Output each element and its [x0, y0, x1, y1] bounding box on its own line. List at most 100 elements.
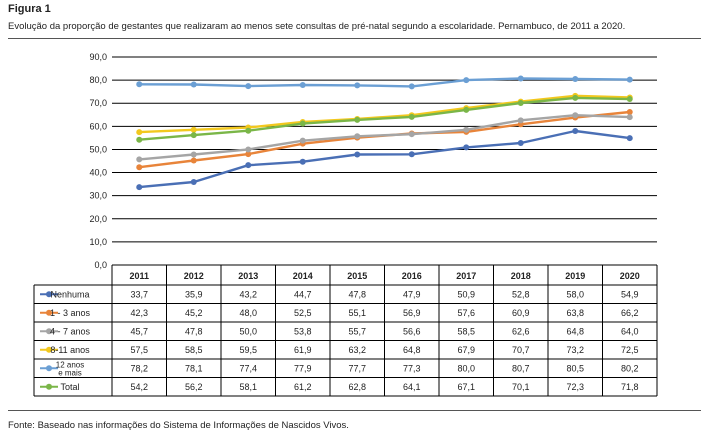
- data-point: [572, 75, 579, 82]
- data-label: 33,7: [130, 289, 148, 299]
- data-label: 62,6: [512, 326, 530, 336]
- data-point: [354, 116, 361, 123]
- data-point: [408, 113, 415, 120]
- data-point: [463, 126, 470, 133]
- series-line: [139, 113, 630, 161]
- series-lines: [136, 75, 633, 191]
- series-line: [139, 77, 630, 88]
- legend-swatch-marker: [46, 309, 52, 316]
- data-label: 64,1: [403, 382, 421, 392]
- data-point: [572, 127, 579, 134]
- x-tick-label: 2019: [565, 271, 585, 281]
- data-label: 72,3: [566, 382, 584, 392]
- data-table: 2011 2012 2013 2014 2015 2016 2017 2018 2019 2020…: [33, 264, 658, 397]
- data-point: [190, 126, 197, 133]
- data-label: 48,0: [239, 308, 257, 318]
- data-label: 56,2: [185, 382, 203, 392]
- legend-label: 8-11 anos: [50, 345, 90, 355]
- bottom-rule: [8, 410, 701, 411]
- x-tick-label: 2017: [456, 271, 476, 281]
- data-point: [517, 99, 524, 106]
- data-label: 55,1: [348, 308, 366, 318]
- figure-title: Evolução da proporção de gestantes que r…: [8, 21, 626, 32]
- legend-swatch-marker: [46, 365, 52, 372]
- y-tick-label: 40,0: [89, 168, 107, 178]
- data-label: 35,9: [185, 289, 203, 299]
- data-label: 63,8: [566, 308, 584, 318]
- data-label: 64,8: [403, 345, 421, 355]
- data-point: [517, 75, 524, 82]
- data-point: [299, 120, 306, 127]
- data-label: 77,7: [348, 363, 366, 373]
- legend-swatch-marker: [46, 346, 52, 353]
- data-label: 62,8: [348, 382, 366, 392]
- data-point: [136, 184, 143, 191]
- data-label: 71,8: [621, 382, 639, 392]
- data-point: [354, 151, 361, 158]
- data-label: 44,7: [294, 289, 312, 299]
- data-label: 61,2: [294, 382, 312, 392]
- data-label: 67,1: [457, 382, 475, 392]
- data-point: [299, 81, 306, 88]
- data-point: [190, 151, 197, 158]
- data-label: 77,4: [239, 363, 257, 373]
- y-tick-label: 80,0: [89, 75, 107, 85]
- data-label: 78,2: [130, 363, 148, 373]
- x-tick-label: 2016: [402, 271, 422, 281]
- data-label: 57,5: [130, 345, 148, 355]
- data-point: [136, 81, 143, 88]
- x-tick-label: 2012: [184, 271, 204, 281]
- y-tick-label: 50,0: [89, 144, 107, 154]
- y-tick-label: 0,0: [94, 260, 107, 270]
- data-label: 47,8: [185, 326, 203, 336]
- data-point: [517, 117, 524, 124]
- data-label: 77,3: [403, 363, 421, 373]
- source-note: Fonte: Baseado nas informações do Sistem…: [8, 420, 349, 431]
- data-label: 80,0: [457, 363, 475, 373]
- data-label: 80,2: [621, 363, 639, 373]
- data-point: [245, 162, 252, 169]
- data-label: 58,5: [457, 326, 475, 336]
- legend-swatch-marker: [46, 328, 52, 335]
- data-point: [572, 112, 579, 119]
- data-point: [626, 114, 633, 121]
- data-point: [354, 82, 361, 89]
- data-label: 56,6: [403, 326, 421, 336]
- data-label: 47,9: [403, 289, 421, 299]
- data-point: [408, 131, 415, 138]
- y-tick-label: 70,0: [89, 98, 107, 108]
- legend-label: Total: [60, 382, 79, 392]
- data-label: 60,9: [512, 308, 530, 318]
- data-label: 53,8: [294, 326, 312, 336]
- data-point: [626, 76, 633, 83]
- legend-label: 12 anos e mais: [56, 360, 84, 377]
- data-point: [245, 83, 252, 90]
- data-point: [245, 127, 252, 134]
- series-line: [139, 94, 630, 134]
- data-point: [299, 158, 306, 165]
- data-point: [245, 146, 252, 153]
- data-point: [408, 83, 415, 90]
- data-point: [354, 133, 361, 140]
- data-label: 73,2: [566, 345, 584, 355]
- legend-label: Nenhuma: [50, 289, 89, 299]
- y-tick-label: 60,0: [89, 121, 107, 131]
- data-label: 61,9: [294, 345, 312, 355]
- legend-label: 1 - 3 anos: [50, 308, 91, 318]
- data-label: 78,1: [185, 363, 203, 373]
- data-point: [299, 137, 306, 144]
- data-label: 80,5: [566, 363, 584, 373]
- data-label: 52,8: [512, 289, 530, 299]
- series-line: [139, 110, 630, 169]
- figure-label: Figura 1: [8, 3, 51, 15]
- data-point: [136, 136, 143, 143]
- data-label: 55,7: [348, 326, 366, 336]
- y-tick-label: 10,0: [89, 237, 107, 247]
- data-point: [136, 164, 143, 171]
- data-point: [626, 135, 633, 142]
- series-line: [139, 96, 630, 141]
- data-label: 47,8: [348, 289, 366, 299]
- data-point: [190, 157, 197, 164]
- data-point: [408, 151, 415, 158]
- data-point: [626, 96, 633, 103]
